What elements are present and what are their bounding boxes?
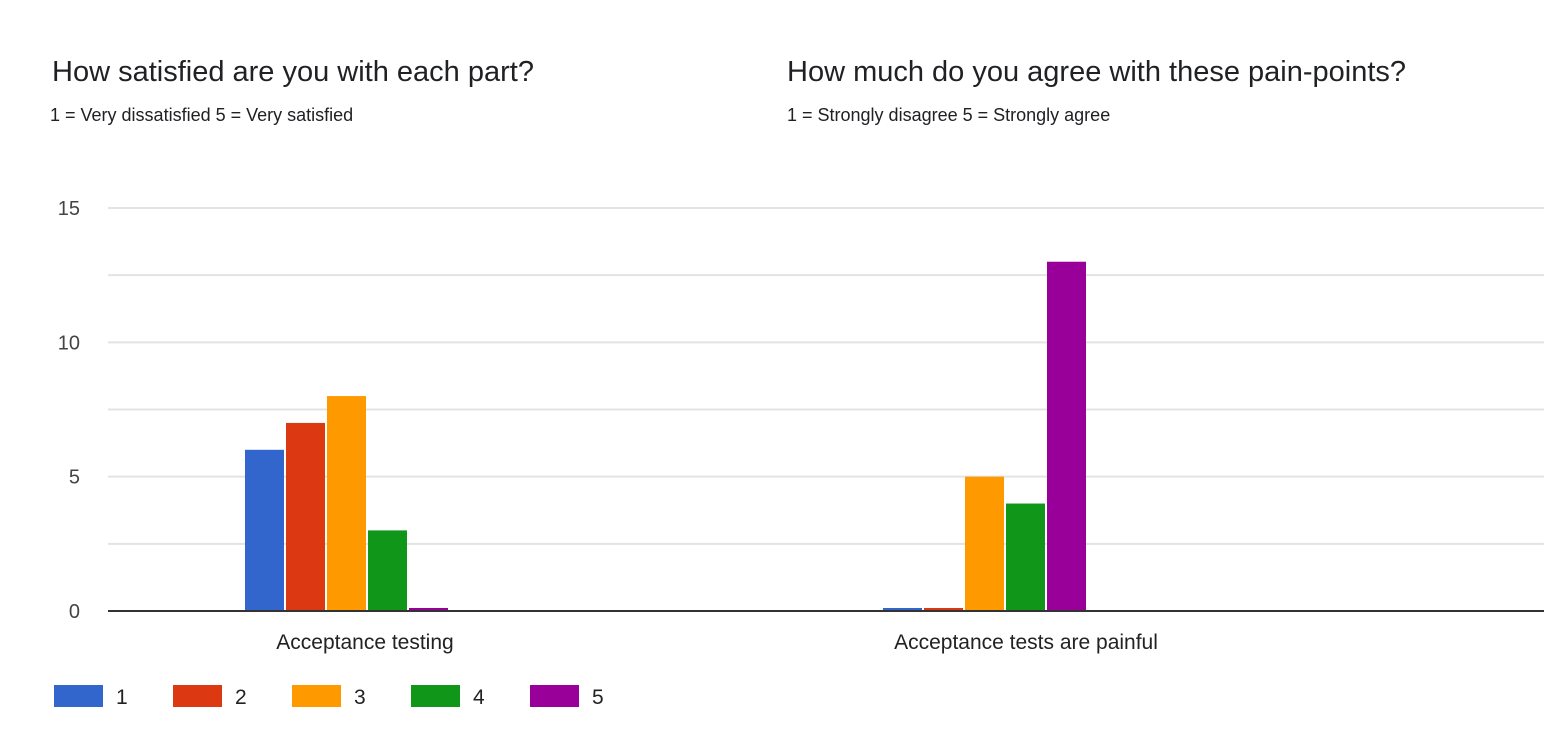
category-label: Acceptance tests are painful	[894, 631, 1158, 654]
bar-left-series-2	[286, 422, 325, 611]
y-tick-label: 10	[58, 332, 80, 354]
legend-swatch-1	[54, 685, 103, 707]
bar-right-series-4	[1006, 503, 1045, 611]
category-label: Acceptance testing	[276, 631, 453, 654]
legend-swatch-5	[530, 685, 579, 707]
bar-right-series-1	[883, 608, 922, 611]
chart-subtitle-left: 1 = Very dissatisfied 5 = Very satisfied	[50, 105, 354, 125]
chart-title-left: How satisfied are you with each part?	[52, 56, 534, 88]
bar-left-series-5	[409, 608, 448, 611]
legend-label-1: 1	[116, 686, 128, 709]
legend-label-4: 4	[473, 686, 485, 709]
bar-left-series-3	[327, 396, 366, 611]
y-tick-label: 15	[58, 198, 80, 220]
chart-subtitle-right: 1 = Strongly disagree 5 = Strongly agree	[787, 105, 1111, 125]
legend-label-2: 2	[235, 686, 247, 709]
y-tick-label: 0	[69, 601, 80, 623]
chart-title-right: How much do you agree with these pain-po…	[787, 56, 1407, 88]
bar-right-series-5	[1047, 261, 1086, 611]
legend-label-5: 5	[592, 686, 604, 709]
bar-right-series-3	[965, 476, 1004, 611]
legend-swatch-3	[292, 685, 341, 707]
legend-swatch-2	[173, 685, 222, 707]
legend-label-3: 3	[354, 686, 366, 709]
bar-left-series-1	[245, 449, 284, 611]
bar-left-series-4	[368, 530, 407, 611]
bar-right-series-2	[924, 608, 963, 611]
y-tick-label: 5	[69, 467, 80, 489]
legend-swatch-4	[411, 685, 460, 707]
